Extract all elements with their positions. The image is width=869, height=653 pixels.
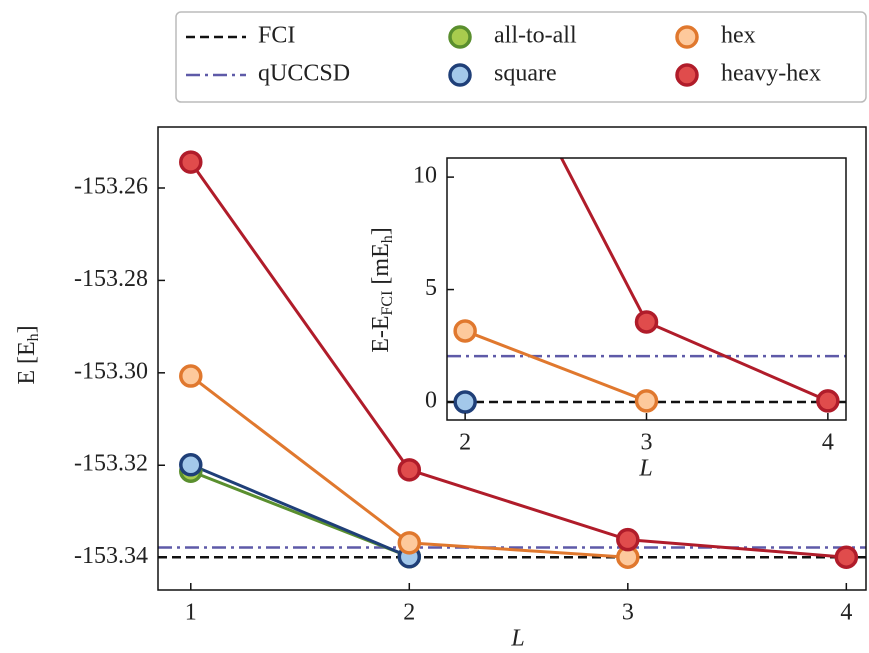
data-point bbox=[397, 458, 422, 482]
legend-label: square bbox=[494, 61, 557, 87]
x-tick-label: 3 bbox=[622, 600, 634, 626]
y-axis-label-part: [mE bbox=[368, 243, 394, 290]
plot-area: 2 3 4 0 5 10 L E-EFCI [mEh] bbox=[368, 157, 847, 482]
legend-label: qUCCSD bbox=[258, 61, 350, 87]
y-axis-label-part: FCI bbox=[379, 291, 396, 316]
y-axis-label: E [Eh] bbox=[14, 325, 42, 384]
y-axis-label-part: ] bbox=[14, 325, 40, 333]
data-point bbox=[634, 389, 659, 413]
legend-marker bbox=[448, 63, 472, 87]
legend-label: FCI bbox=[258, 23, 295, 49]
x-tick-label: 2 bbox=[403, 600, 415, 626]
series-line bbox=[190, 463, 410, 559]
data-point bbox=[834, 545, 859, 569]
y-axis-label-part: ] bbox=[368, 227, 394, 235]
y-tick-label: -153.26 bbox=[74, 173, 148, 199]
legend-marker bbox=[448, 25, 472, 49]
data-point bbox=[179, 453, 203, 477]
y-tick-label: 10 bbox=[413, 163, 437, 189]
x-tick-label: 3 bbox=[641, 430, 653, 456]
x-axis-label: L bbox=[638, 456, 652, 482]
y-tick-label: -153.30 bbox=[74, 358, 148, 384]
axes-background bbox=[447, 158, 846, 420]
y-tick-label: -153.28 bbox=[74, 266, 148, 292]
x-axis-label: L bbox=[510, 626, 524, 652]
axes-frame bbox=[157, 126, 867, 591]
legend-label: heavy-hex bbox=[721, 61, 821, 87]
legend: FCI qUCCSD all-to-all square hex heavy-hex bbox=[175, 11, 867, 103]
legend-label: all-to-all bbox=[494, 23, 577, 49]
x-tick-label: 4 bbox=[840, 600, 852, 626]
legend-label: hex bbox=[721, 23, 756, 49]
data-point bbox=[179, 364, 203, 388]
y-tick-label: 0 bbox=[425, 388, 437, 414]
series-line bbox=[189, 161, 847, 559]
plot-content bbox=[447, 158, 846, 414]
data-point bbox=[397, 531, 422, 555]
legend-marker bbox=[675, 25, 699, 49]
data-point bbox=[179, 150, 203, 174]
plot-content bbox=[158, 150, 866, 569]
series-line bbox=[464, 329, 648, 403]
x-tick-label: 4 bbox=[822, 430, 834, 456]
y-tick-label: 5 bbox=[425, 275, 437, 301]
data-point bbox=[453, 319, 477, 343]
data-point bbox=[816, 389, 840, 413]
y-axis-label: E-EFCI [mEh] bbox=[368, 227, 396, 353]
y-axis-label-part: E-E bbox=[368, 315, 394, 352]
x-tick-label: 1 bbox=[185, 600, 197, 626]
y-axis-label-part: h bbox=[25, 333, 42, 341]
y-axis-label-part: E [E bbox=[14, 341, 40, 384]
legend-marker bbox=[675, 63, 699, 87]
data-point bbox=[634, 310, 659, 334]
data-point bbox=[453, 390, 477, 414]
x-tick-label: 2 bbox=[459, 430, 471, 456]
y-axis-label-part: h bbox=[379, 235, 396, 243]
y-tick-label: -153.34 bbox=[74, 543, 148, 569]
data-point bbox=[616, 527, 640, 552]
y-tick-label: -153.32 bbox=[74, 451, 148, 477]
